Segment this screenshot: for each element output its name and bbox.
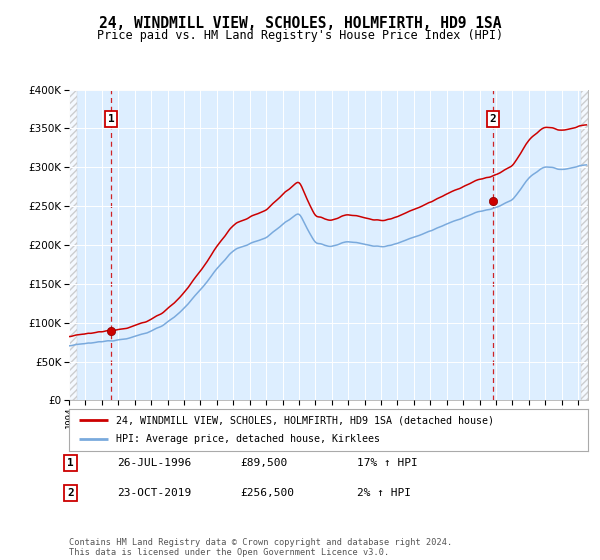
Text: 23-OCT-2019: 23-OCT-2019	[117, 488, 191, 498]
Text: 1: 1	[67, 458, 74, 468]
Text: 26-JUL-1996: 26-JUL-1996	[117, 458, 191, 468]
Text: £89,500: £89,500	[240, 458, 287, 468]
Text: 2: 2	[490, 114, 496, 124]
Text: 24, WINDMILL VIEW, SCHOLES, HOLMFIRTH, HD9 1SA: 24, WINDMILL VIEW, SCHOLES, HOLMFIRTH, H…	[99, 16, 501, 31]
Text: Contains HM Land Registry data © Crown copyright and database right 2024.
This d: Contains HM Land Registry data © Crown c…	[69, 538, 452, 557]
Text: 2: 2	[67, 488, 74, 498]
Text: Price paid vs. HM Land Registry's House Price Index (HPI): Price paid vs. HM Land Registry's House …	[97, 29, 503, 42]
Text: 17% ↑ HPI: 17% ↑ HPI	[357, 458, 418, 468]
Text: 2% ↑ HPI: 2% ↑ HPI	[357, 488, 411, 498]
Text: 24, WINDMILL VIEW, SCHOLES, HOLMFIRTH, HD9 1SA (detached house): 24, WINDMILL VIEW, SCHOLES, HOLMFIRTH, H…	[116, 415, 494, 425]
Text: HPI: Average price, detached house, Kirklees: HPI: Average price, detached house, Kirk…	[116, 435, 380, 445]
Text: 1: 1	[108, 114, 115, 124]
Text: £256,500: £256,500	[240, 488, 294, 498]
